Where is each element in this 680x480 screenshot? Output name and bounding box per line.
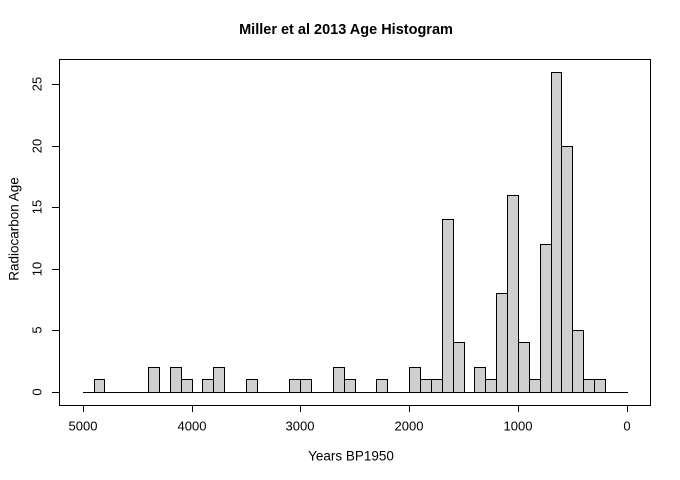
x-tick-label: 2000: [394, 418, 424, 434]
x-tick-label: 5000: [68, 418, 98, 434]
x-tick: [192, 405, 193, 412]
histogram-bar: [453, 342, 465, 393]
histogram-bar: [94, 379, 105, 393]
histogram-bar: [442, 219, 454, 393]
y-tick-label: 20: [29, 138, 45, 154]
histogram-bar: [148, 367, 160, 393]
y-tick-label: 15: [29, 199, 45, 215]
x-tick: [627, 405, 628, 412]
x-tick: [518, 405, 519, 412]
y-tick: [52, 269, 59, 270]
histogram-bar: [181, 379, 193, 393]
histogram-bar: [246, 379, 258, 393]
y-tick: [52, 392, 59, 393]
x-tick: [300, 405, 301, 412]
chart-title: Miller et al 2013 Age Histogram: [239, 22, 453, 38]
histogram-bar: [507, 195, 519, 393]
x-tick-label: 4000: [177, 418, 207, 434]
y-tick: [52, 146, 59, 147]
y-tick: [52, 207, 59, 208]
y-tick: [52, 330, 59, 331]
histogram-bar: [572, 330, 584, 393]
plot-area: [59, 59, 651, 406]
y-tick-label: 5: [29, 326, 45, 334]
histogram-bar: [344, 379, 356, 393]
x-tick: [409, 405, 410, 412]
histogram-bar: [561, 146, 573, 393]
histogram-bar: [518, 342, 530, 393]
y-tick: [52, 84, 59, 85]
y-tick-label: 0: [29, 388, 45, 396]
y-axis-title: Radiocarbon Age: [6, 177, 22, 281]
histogram-bar: [594, 379, 606, 393]
histogram-bar: [376, 379, 388, 393]
x-tick: [83, 405, 84, 412]
x-tick-label: 1000: [503, 418, 533, 434]
x-tick-label: 3000: [285, 418, 315, 434]
y-tick-label: 25: [29, 76, 45, 92]
histogram-bar: [213, 367, 225, 393]
x-axis-title: Years BP1950: [308, 448, 394, 464]
y-tick-label: 10: [29, 261, 45, 277]
x-tick-label: 0: [623, 418, 631, 434]
histogram-bar: [300, 379, 312, 393]
